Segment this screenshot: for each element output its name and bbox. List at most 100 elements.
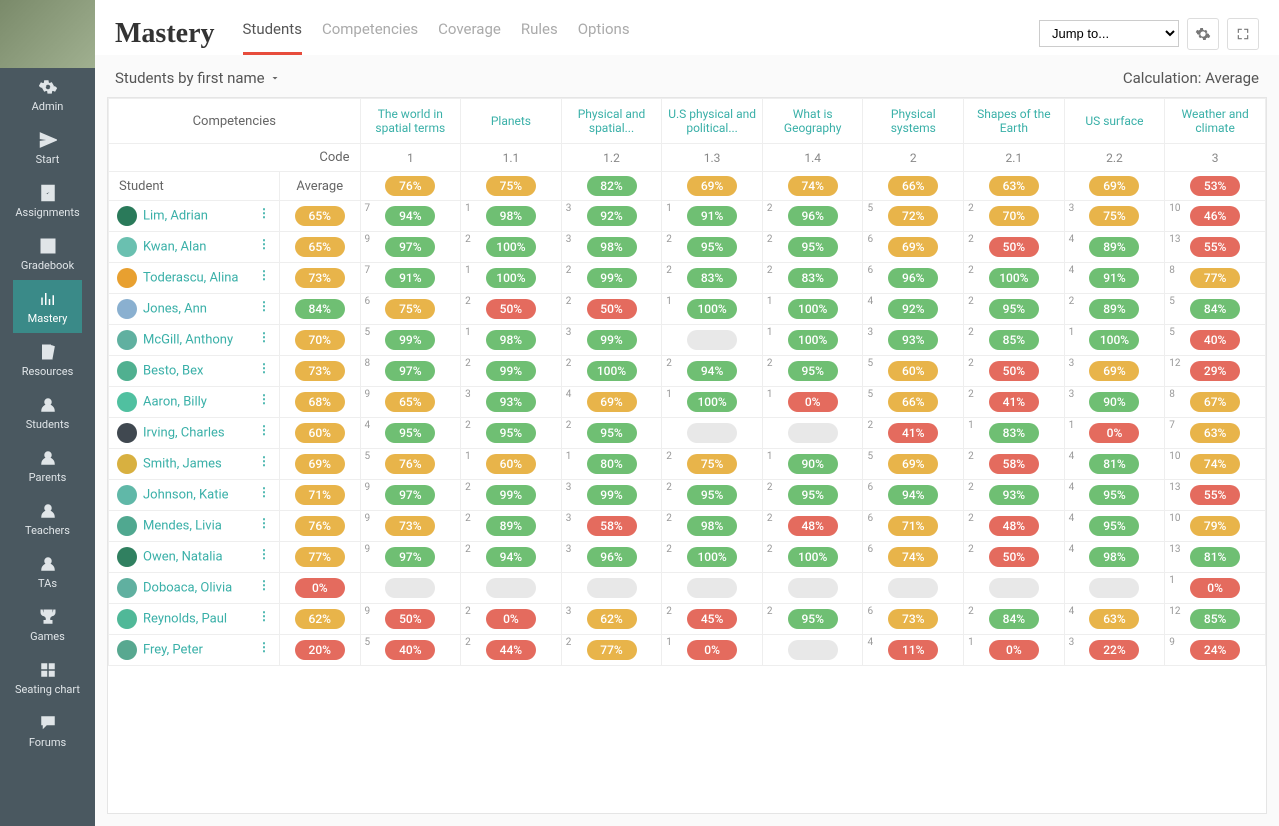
score-cell[interactable]: 675% — [360, 294, 461, 325]
competency-header[interactable]: Planets — [461, 99, 562, 144]
score-cell[interactable]: 463% — [1064, 604, 1165, 635]
student-more-icon[interactable]: ⋮ — [258, 640, 271, 654]
score-cell[interactable]: 295% — [662, 232, 763, 263]
score-cell[interactable]: 1355% — [1165, 232, 1266, 263]
score-cell[interactable]: 491% — [1064, 263, 1165, 294]
student-name-cell[interactable]: Kwan, Alan⋮ — [109, 232, 280, 263]
sidebar-item-mastery[interactable]: Mastery — [13, 280, 82, 333]
sidebar-item-games[interactable]: Games — [13, 598, 82, 651]
score-cell[interactable]: 1074% — [1165, 449, 1266, 480]
student-name-cell[interactable]: Owen, Natalia⋮ — [109, 542, 280, 573]
score-cell[interactable]: 283% — [762, 263, 863, 294]
score-cell[interactable]: 299% — [461, 356, 562, 387]
score-cell[interactable]: 867% — [1165, 387, 1266, 418]
score-cell[interactable]: 393% — [863, 325, 964, 356]
score-cell[interactable]: 160% — [461, 449, 562, 480]
student-more-icon[interactable]: ⋮ — [258, 206, 271, 220]
student-more-icon[interactable]: ⋮ — [258, 237, 271, 251]
score-cell[interactable]: 1381% — [1165, 542, 1266, 573]
score-cell[interactable]: 924% — [1165, 635, 1266, 666]
competency-header[interactable]: What is Geography — [762, 99, 863, 144]
sort-dropdown[interactable]: Students by first name — [115, 69, 281, 87]
competency-header[interactable]: Shapes of the Earth — [964, 99, 1065, 144]
score-cell[interactable]: 295% — [461, 418, 562, 449]
score-cell[interactable]: 294% — [461, 542, 562, 573]
score-cell[interactable]: 673% — [863, 604, 964, 635]
score-cell[interactable]: 191% — [662, 201, 763, 232]
score-cell[interactable]: 399% — [561, 325, 662, 356]
score-cell[interactable]: 997% — [360, 232, 461, 263]
score-cell[interactable] — [461, 573, 562, 604]
score-cell[interactable]: 495% — [1064, 480, 1165, 511]
score-cell[interactable]: 250% — [964, 542, 1065, 573]
score-cell[interactable]: 198% — [461, 201, 562, 232]
sidebar-item-admin[interactable]: Admin — [13, 68, 82, 121]
score-cell[interactable]: 289% — [1064, 294, 1165, 325]
score-cell[interactable]: 358% — [561, 511, 662, 542]
tab-students[interactable]: Students — [243, 12, 302, 55]
score-cell[interactable]: 399% — [561, 480, 662, 511]
score-cell[interactable]: 295% — [662, 480, 763, 511]
score-cell[interactable]: 293% — [964, 480, 1065, 511]
score-cell[interactable]: 791% — [360, 263, 461, 294]
score-cell[interactable]: 599% — [360, 325, 461, 356]
score-cell[interactable] — [762, 635, 863, 666]
score-cell[interactable]: 244% — [461, 635, 562, 666]
score-cell[interactable]: 299% — [561, 263, 662, 294]
tab-options[interactable]: Options — [578, 12, 630, 55]
score-cell[interactable]: 285% — [964, 325, 1065, 356]
student-more-icon[interactable]: ⋮ — [258, 516, 271, 530]
score-cell[interactable]: 540% — [1165, 325, 1266, 356]
student-name-cell[interactable]: Lim, Adrian⋮ — [109, 201, 280, 232]
score-cell[interactable]: 277% — [561, 635, 662, 666]
tab-rules[interactable]: Rules — [521, 12, 558, 55]
score-cell[interactable]: 299% — [461, 480, 562, 511]
score-cell[interactable]: 1355% — [1165, 480, 1266, 511]
score-cell[interactable]: 763% — [1165, 418, 1266, 449]
score-cell[interactable]: 481% — [1064, 449, 1165, 480]
student-more-icon[interactable]: ⋮ — [258, 423, 271, 437]
score-cell[interactable] — [762, 573, 863, 604]
score-cell[interactable]: 492% — [863, 294, 964, 325]
score-cell[interactable]: 469% — [561, 387, 662, 418]
score-cell[interactable]: 295% — [762, 604, 863, 635]
sidebar-item-tas[interactable]: TAs — [13, 545, 82, 598]
score-cell[interactable]: 2100% — [461, 232, 562, 263]
score-cell[interactable]: 1100% — [1064, 325, 1165, 356]
sidebar-item-assignments[interactable]: Assignments — [13, 174, 82, 227]
score-cell[interactable]: 270% — [964, 201, 1065, 232]
student-more-icon[interactable]: ⋮ — [258, 361, 271, 375]
score-cell[interactable]: 10% — [964, 635, 1065, 666]
student-name-cell[interactable]: Reynolds, Paul⋮ — [109, 604, 280, 635]
score-cell[interactable] — [964, 573, 1065, 604]
score-cell[interactable]: 241% — [964, 387, 1065, 418]
score-cell[interactable]: 2100% — [662, 542, 763, 573]
score-cell[interactable]: 1100% — [461, 263, 562, 294]
score-cell[interactable]: 10% — [1064, 418, 1165, 449]
student-more-icon[interactable]: ⋮ — [258, 578, 271, 592]
score-cell[interactable]: 295% — [964, 294, 1065, 325]
score-cell[interactable]: 794% — [360, 201, 461, 232]
score-cell[interactable]: 2100% — [561, 356, 662, 387]
score-cell[interactable]: 1100% — [662, 387, 763, 418]
score-cell[interactable]: 369% — [1064, 356, 1165, 387]
score-cell[interactable]: 10% — [662, 635, 763, 666]
score-cell[interactable]: 250% — [964, 356, 1065, 387]
student-name-cell[interactable]: Johnson, Katie⋮ — [109, 480, 280, 511]
score-cell[interactable]: 258% — [964, 449, 1065, 480]
settings-button[interactable] — [1187, 18, 1219, 50]
score-cell[interactable]: 283% — [662, 263, 763, 294]
score-cell[interactable]: 289% — [461, 511, 562, 542]
student-more-icon[interactable]: ⋮ — [258, 299, 271, 313]
competency-header[interactable]: Physical systems — [863, 99, 964, 144]
score-cell[interactable] — [863, 573, 964, 604]
score-cell[interactable]: 375% — [1064, 201, 1165, 232]
student-name-cell[interactable]: Toderascu, Alina⋮ — [109, 263, 280, 294]
score-cell[interactable]: 295% — [762, 232, 863, 263]
sidebar-item-parents[interactable]: Parents — [13, 439, 82, 492]
score-cell[interactable]: 10% — [762, 387, 863, 418]
score-cell[interactable]: 250% — [461, 294, 562, 325]
score-cell[interactable]: 390% — [1064, 387, 1165, 418]
score-cell[interactable]: 950% — [360, 604, 461, 635]
student-more-icon[interactable]: ⋮ — [258, 609, 271, 623]
